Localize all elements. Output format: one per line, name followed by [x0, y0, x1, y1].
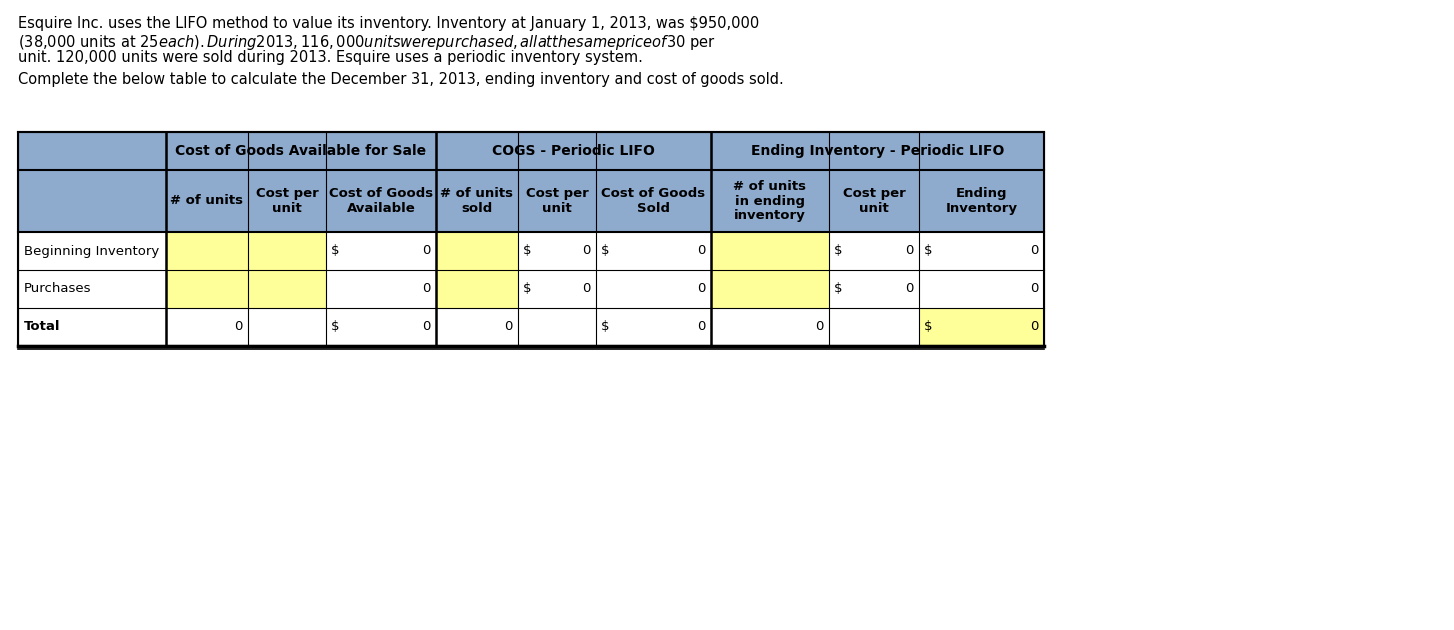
Bar [596, 232, 711, 270]
Text: $: $ [523, 282, 532, 295]
Text: 0: 0 [583, 244, 590, 258]
Bar [919, 308, 1044, 346]
Bar [711, 232, 829, 270]
Bar [829, 170, 919, 232]
Bar [436, 308, 518, 346]
Text: $: $ [835, 244, 842, 258]
Text: 0: 0 [234, 321, 243, 333]
Bar [166, 132, 436, 170]
Bar [829, 270, 919, 308]
Text: # of units
in ending
inventory: # of units in ending inventory [733, 180, 807, 222]
Bar [326, 170, 436, 232]
Bar [166, 308, 249, 346]
Text: 0: 0 [816, 321, 824, 333]
Text: 0: 0 [698, 282, 707, 295]
Bar [166, 170, 249, 232]
Bar [711, 132, 1044, 170]
Text: Cost of Goods Available for Sale: Cost of Goods Available for Sale [176, 144, 426, 158]
Bar [17, 132, 1044, 346]
Bar [518, 270, 596, 308]
Bar [919, 170, 1044, 232]
Text: $: $ [332, 321, 339, 333]
Bar [436, 232, 518, 270]
Text: 0: 0 [698, 321, 707, 333]
Text: unit. 120,000 units were sold during 2013. Esquire uses a periodic inventory sys: unit. 120,000 units were sold during 201… [17, 50, 643, 65]
Bar [326, 232, 436, 270]
Text: Cost per
unit: Cost per unit [843, 187, 906, 215]
Bar [326, 270, 436, 308]
Text: $: $ [523, 244, 532, 258]
Bar [518, 308, 596, 346]
Text: 0: 0 [583, 282, 590, 295]
Bar [17, 232, 166, 270]
Text: 0: 0 [505, 321, 513, 333]
Bar [249, 308, 326, 346]
Bar [711, 270, 829, 308]
Bar [596, 270, 711, 308]
Text: 0: 0 [423, 244, 430, 258]
Bar [249, 270, 326, 308]
Text: Esquire Inc. uses the LIFO method to value its inventory. Inventory at January 1: Esquire Inc. uses the LIFO method to val… [17, 16, 759, 31]
Text: (38,000 units at $25 each). During 2013, 116,000 units were purchased, all at th: (38,000 units at $25 each). During 2013,… [17, 33, 715, 52]
Text: $: $ [923, 244, 932, 258]
Bar [17, 270, 166, 308]
Text: 0: 0 [1031, 244, 1040, 258]
Bar [436, 132, 711, 170]
Text: Purchases: Purchases [25, 282, 92, 295]
Bar [249, 170, 326, 232]
Bar [596, 308, 711, 346]
Text: 0: 0 [698, 244, 707, 258]
Bar [518, 170, 596, 232]
Text: 0: 0 [1031, 282, 1040, 295]
Bar [17, 308, 166, 346]
Bar [518, 232, 596, 270]
Text: 0: 0 [423, 321, 430, 333]
Bar [919, 232, 1044, 270]
Bar [919, 270, 1044, 308]
Text: $: $ [923, 321, 932, 333]
Bar [711, 308, 829, 346]
Text: 0: 0 [906, 282, 915, 295]
Text: Beginning Inventory: Beginning Inventory [25, 244, 160, 258]
Text: 0: 0 [423, 282, 430, 295]
Bar [166, 232, 249, 270]
Text: Cost of Goods
Available: Cost of Goods Available [329, 187, 433, 215]
Text: $: $ [332, 244, 339, 258]
Text: Cost per
unit: Cost per unit [256, 187, 318, 215]
Text: $: $ [601, 244, 609, 258]
Bar [436, 270, 518, 308]
Text: # of units: # of units [170, 195, 243, 207]
Bar [17, 132, 166, 170]
Bar [326, 308, 436, 346]
Bar [17, 170, 166, 232]
Bar [596, 170, 711, 232]
Text: Complete the below table to calculate the December 31, 2013, ending inventory an: Complete the below table to calculate th… [17, 72, 784, 87]
Text: Total: Total [25, 321, 61, 333]
Text: # of units
sold: # of units sold [441, 187, 513, 215]
Bar [711, 170, 829, 232]
Bar [436, 170, 518, 232]
Text: Cost per
unit: Cost per unit [526, 187, 589, 215]
Text: 0: 0 [1031, 321, 1040, 333]
Text: Ending
Inventory: Ending Inventory [945, 187, 1018, 215]
Text: $: $ [835, 282, 842, 295]
Bar [829, 308, 919, 346]
Bar [166, 270, 249, 308]
Text: $: $ [601, 321, 609, 333]
Bar [249, 232, 326, 270]
Text: Ending Inventory - Periodic LIFO: Ending Inventory - Periodic LIFO [750, 144, 1005, 158]
Text: Cost of Goods
Sold: Cost of Goods Sold [602, 187, 705, 215]
Text: 0: 0 [906, 244, 915, 258]
Text: COGS - Periodic LIFO: COGS - Periodic LIFO [491, 144, 654, 158]
Bar [829, 232, 919, 270]
